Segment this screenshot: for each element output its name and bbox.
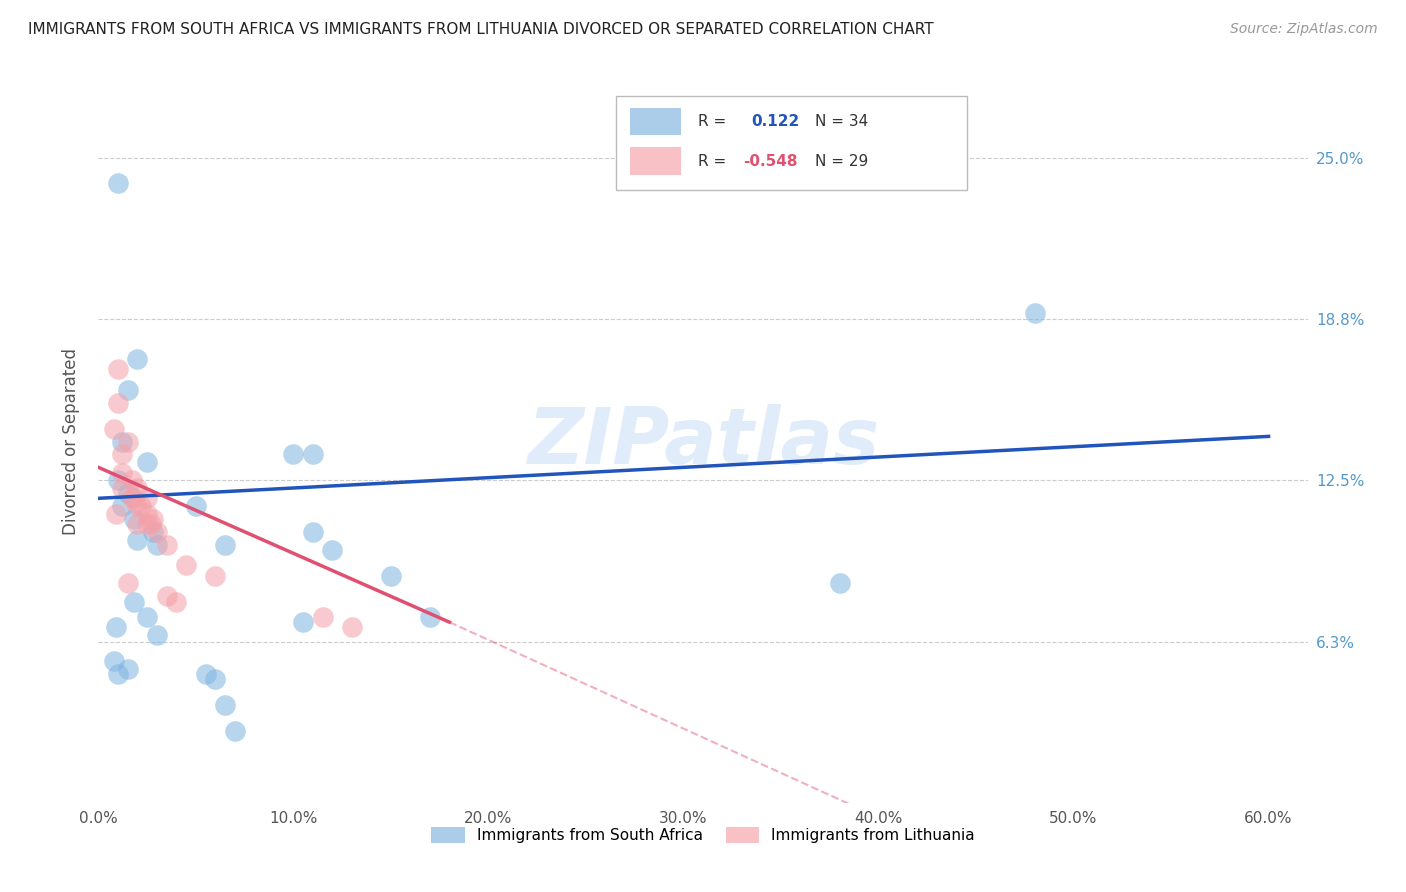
- Point: [127, 481, 149, 495]
- Point: [122, 594, 145, 608]
- Point: [302, 524, 325, 539]
- Point: [419, 610, 441, 624]
- Point: [117, 434, 139, 449]
- Point: [146, 628, 169, 642]
- Point: [214, 698, 236, 712]
- Text: 0.122: 0.122: [751, 114, 800, 129]
- Text: Source: ZipAtlas.com: Source: ZipAtlas.com: [1230, 22, 1378, 37]
- Point: [127, 517, 149, 532]
- Point: [214, 538, 236, 552]
- Point: [321, 542, 343, 557]
- Text: R =: R =: [699, 114, 727, 129]
- Point: [146, 538, 169, 552]
- Point: [142, 524, 165, 539]
- Text: IMMIGRANTS FROM SOUTH AFRICA VS IMMIGRANTS FROM LITHUANIA DIVORCED OR SEPARATED : IMMIGRANTS FROM SOUTH AFRICA VS IMMIGRAN…: [28, 22, 934, 37]
- Point: [103, 422, 125, 436]
- Point: [122, 512, 145, 526]
- Point: [1024, 305, 1046, 319]
- FancyBboxPatch shape: [630, 108, 682, 136]
- Point: [204, 672, 226, 686]
- Point: [111, 434, 134, 449]
- Point: [380, 568, 402, 582]
- Point: [224, 723, 246, 738]
- Point: [103, 654, 125, 668]
- Point: [142, 512, 165, 526]
- Point: [111, 447, 134, 461]
- Point: [165, 594, 187, 608]
- Point: [136, 517, 159, 532]
- FancyBboxPatch shape: [616, 96, 966, 190]
- Point: [292, 615, 315, 630]
- Text: -0.548: -0.548: [742, 153, 797, 169]
- Point: [127, 351, 149, 366]
- FancyBboxPatch shape: [630, 147, 682, 175]
- Point: [146, 524, 169, 539]
- Point: [139, 517, 162, 532]
- Text: N = 29: N = 29: [815, 153, 869, 169]
- Point: [121, 473, 143, 487]
- Point: [122, 491, 145, 506]
- Point: [136, 455, 159, 469]
- Point: [107, 396, 129, 410]
- Point: [117, 576, 139, 591]
- Point: [156, 590, 179, 604]
- Point: [117, 662, 139, 676]
- Point: [127, 533, 149, 547]
- Point: [302, 447, 325, 461]
- Point: [174, 558, 197, 573]
- Point: [283, 447, 305, 461]
- Point: [340, 620, 363, 634]
- Text: R =: R =: [699, 153, 727, 169]
- Point: [117, 383, 139, 397]
- Point: [111, 481, 134, 495]
- Point: [136, 491, 159, 506]
- Point: [111, 499, 134, 513]
- Text: N = 34: N = 34: [815, 114, 869, 129]
- Point: [136, 610, 159, 624]
- Point: [121, 491, 143, 506]
- Point: [204, 568, 226, 582]
- Point: [104, 620, 127, 634]
- Point: [104, 507, 127, 521]
- Point: [828, 576, 851, 591]
- Point: [184, 499, 207, 513]
- Point: [107, 177, 129, 191]
- Y-axis label: Divorced or Separated: Divorced or Separated: [62, 348, 80, 535]
- Legend: Immigrants from South Africa, Immigrants from Lithuania: Immigrants from South Africa, Immigrants…: [425, 822, 981, 849]
- Point: [111, 466, 134, 480]
- Point: [131, 499, 153, 513]
- Point: [127, 499, 149, 513]
- Point: [194, 666, 217, 681]
- Text: ZIPatlas: ZIPatlas: [527, 403, 879, 480]
- Point: [117, 486, 139, 500]
- Point: [312, 610, 335, 624]
- Point: [107, 666, 129, 681]
- Point: [136, 507, 159, 521]
- Point: [156, 538, 179, 552]
- Point: [107, 362, 129, 376]
- Point: [107, 473, 129, 487]
